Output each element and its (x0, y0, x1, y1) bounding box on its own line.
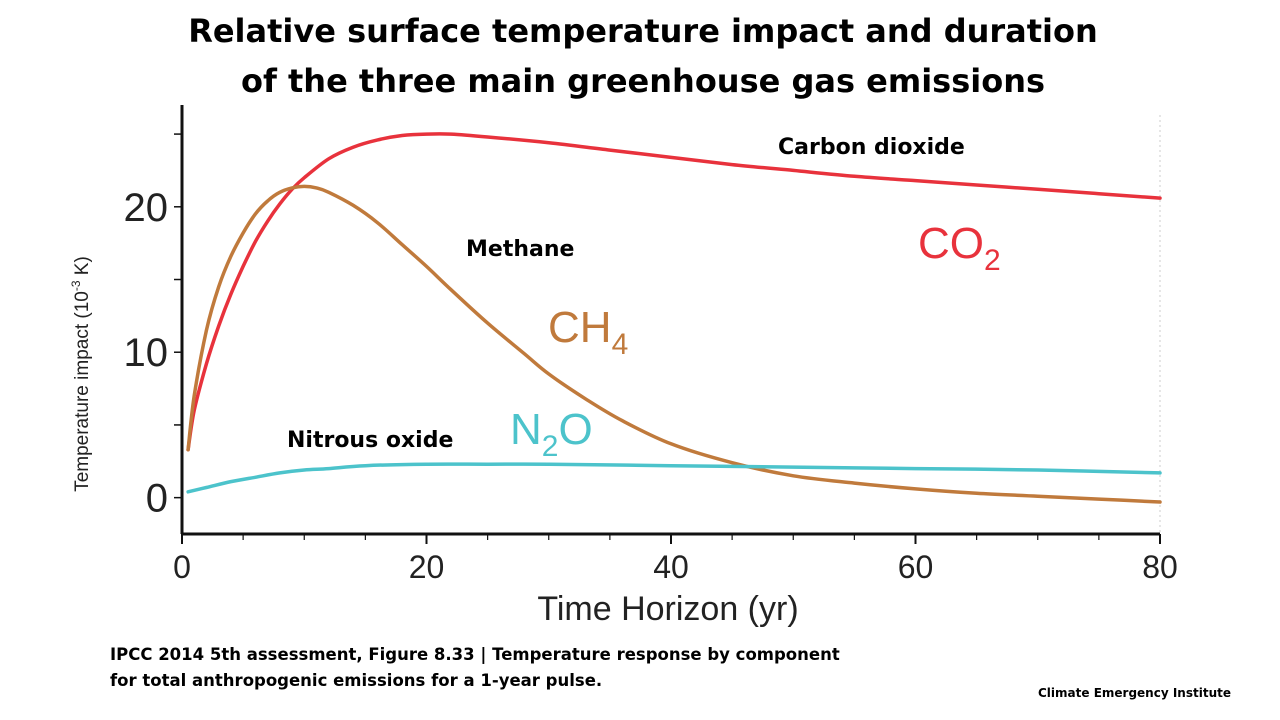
formula-n2o-subscript: 2 (542, 430, 559, 463)
x-tick-label: 20 (409, 549, 445, 585)
formula-ch4: CH4 (548, 303, 628, 361)
x-tick-label: 0 (173, 549, 191, 585)
y-axis-label: Temperature impact (10-3 K) (69, 256, 93, 492)
y-tick-label: 20 (124, 186, 169, 230)
series-name-ch4: Methane (466, 237, 574, 262)
series-name-co2: Carbon dioxide (778, 135, 965, 160)
y-axis-label-main: Temperature impact (10 (72, 291, 93, 492)
chart-title-line-1: Relative surface temperature impact and … (188, 12, 1098, 50)
figure-caption: IPCC 2014 5th assessment, Figure 8.33 | … (110, 642, 840, 694)
formula-co2: CO2 (918, 219, 1001, 277)
credit-text: Climate Emergency Institute (1038, 686, 1231, 700)
series-name-n2o: Nitrous oxide (287, 428, 453, 453)
series-line-n2o (186, 462, 1162, 494)
y-tick-label: 0 (146, 477, 168, 521)
caption-line-2: for total anthropogenic emissions for a … (110, 671, 603, 690)
series-lines (186, 132, 1162, 504)
chart-title-line-2: of the three main greenhouse gas emissio… (240, 62, 1046, 100)
x-tick-label: 40 (653, 549, 689, 585)
y-axis-label-tail: K) (72, 256, 93, 280)
x-tick-label: 80 (1142, 549, 1178, 585)
y-axis-label-sup: -3 (69, 280, 83, 291)
formula-n2o-tail: O (558, 405, 592, 454)
caption-line-1: IPCC 2014 5th assessment, Figure 8.33 | … (110, 645, 840, 664)
x-tick-label: 60 (898, 549, 934, 585)
y-tick-label: 10 (124, 331, 169, 375)
axes: 0 20 40 60 80 0 10 20 (124, 105, 1178, 585)
formula-ch4-base: CH (548, 303, 612, 352)
x-axis-label: Time Horizon (yr) (537, 590, 798, 628)
series-line-ch4 (186, 184, 1162, 504)
formula-ch4-subscript: 4 (612, 328, 629, 361)
series-line-co2 (186, 132, 1162, 452)
formula-n2o-base: N (510, 405, 542, 454)
formula-n2o: N2O (510, 405, 593, 463)
formula-co2-subscript: 2 (984, 244, 1001, 277)
series-labels: Carbon dioxide Methane Nitrous oxide CO2… (287, 135, 1001, 463)
formula-co2-base: CO (918, 219, 984, 268)
chart-title: Relative surface temperature impact and … (0, 6, 1280, 106)
